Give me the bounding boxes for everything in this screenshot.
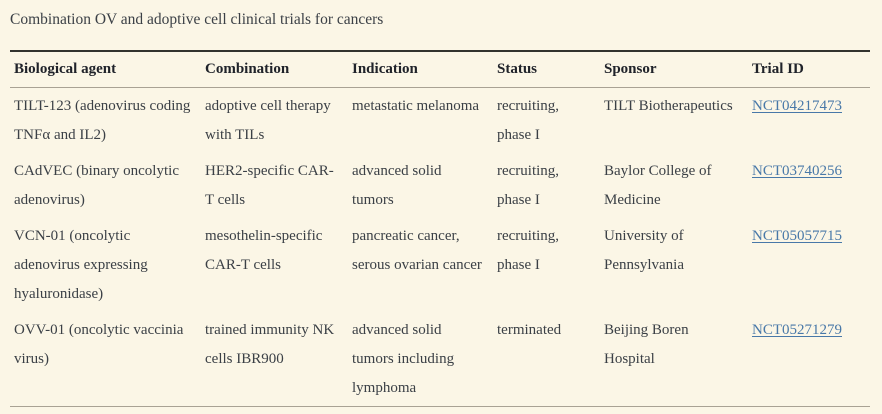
cell-status: recruiting, phase I (497, 98, 560, 143)
column-header-trial-id: Trial ID (752, 51, 870, 88)
cell-trial-id: NCT03740256 (752, 153, 870, 218)
column-header-status: Status (497, 51, 604, 88)
cell-combination: mesothelin-specific CAR-T cells (205, 228, 323, 273)
table-caption: Combination OV and adoptive cell clinica… (10, 11, 384, 28)
cell-trial-id: NCT05057715 (752, 218, 870, 312)
cell-status: recruiting, phase I (497, 163, 560, 208)
cell-biological-agent: OVV-01 (oncolytic vaccinia virus) (14, 322, 184, 367)
column-header-biological-agent: Biological agent (10, 51, 205, 88)
table-row: VCN-01 (oncolytic adenovirus expressing … (10, 218, 870, 312)
cell-combination: adoptive cell therapy with TILs (205, 98, 331, 143)
cell-sponsor: University of Pennsylvania (604, 228, 684, 273)
clinical-trials-table: Biological agent Combination Indication … (10, 50, 870, 407)
cell-sponsor: Beijing Boren Hospital (604, 322, 689, 367)
column-header-indication: Indication (352, 51, 497, 88)
column-header-combination: Combination (205, 51, 352, 88)
cell-combination: trained immunity NK cells IBR900 (205, 322, 335, 367)
trial-id-link[interactable]: NCT04217473 (752, 98, 842, 114)
cell-biological-agent: VCN-01 (oncolytic adenovirus expressing … (14, 228, 148, 302)
trial-id-link[interactable]: NCT05271279 (752, 322, 842, 338)
cell-status: terminated (497, 322, 562, 338)
cell-trial-id: NCT05271279 (752, 312, 870, 407)
trial-id-link[interactable]: NCT03740256 (752, 163, 842, 179)
header-row: Biological agent Combination Indication … (10, 51, 870, 88)
cell-sponsor: TILT Biotherapeutics (604, 98, 733, 114)
cell-indication: metastatic melanoma (352, 98, 480, 114)
cell-combination: HER2-specific CAR-T cells (205, 163, 334, 208)
cell-biological-agent: TILT-123 (adenovirus coding TNFα and IL2… (14, 98, 191, 143)
cell-indication: pancreatic cancer, serous ovarian cancer (352, 228, 482, 273)
trial-id-link[interactable]: NCT05057715 (752, 228, 842, 244)
cell-indication: advanced solid tumors (352, 163, 442, 208)
table-row: CAdVEC (binary oncolytic adenovirus) HER… (10, 153, 870, 218)
table-row: OVV-01 (oncolytic vaccinia virus) traine… (10, 312, 870, 407)
cell-indication: advanced solid tumors including lymphoma (352, 322, 455, 396)
cell-trial-id: NCT04217473 (752, 88, 870, 154)
cell-sponsor: Baylor College of Medicine (604, 163, 712, 208)
column-header-sponsor: Sponsor (604, 51, 752, 88)
cell-status: recruiting, phase I (497, 228, 560, 273)
cell-biological-agent: CAdVEC (binary oncolytic adenovirus) (14, 163, 179, 208)
table-row: TILT-123 (adenovirus coding TNFα and IL2… (10, 88, 870, 154)
